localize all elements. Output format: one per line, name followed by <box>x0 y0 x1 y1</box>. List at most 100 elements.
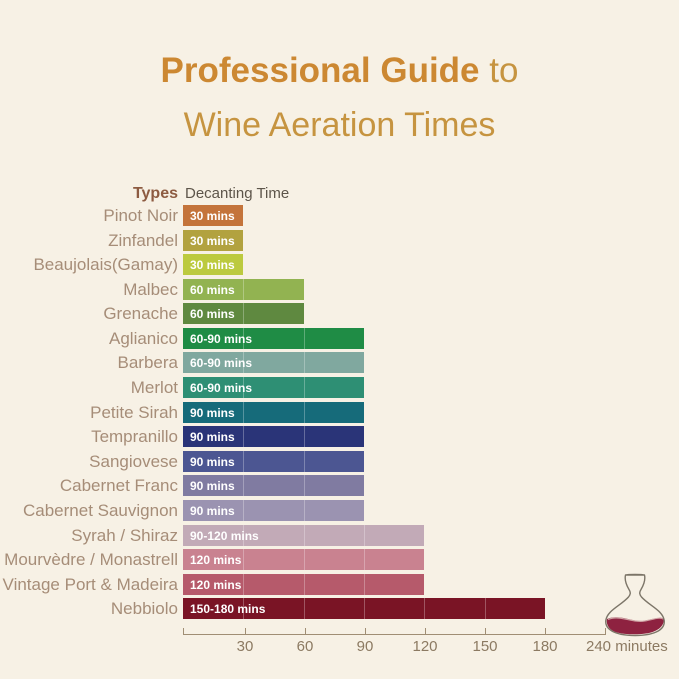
chart-row: Petite Sirah 90 mins <box>0 402 679 423</box>
chart-row: Tempranillo 90 mins <box>0 426 679 447</box>
bar-value-label: 90 mins <box>190 455 235 469</box>
bar-gridline <box>364 525 365 546</box>
wine-type-label: Sangiovese <box>89 452 178 471</box>
bar-gridline <box>304 352 305 373</box>
x-axis-tick <box>545 628 546 635</box>
bar-value-label: 120 mins <box>190 553 242 567</box>
chart-row: Zinfandel 30 mins <box>0 230 679 251</box>
decanter-wine-highlight <box>607 617 664 622</box>
wine-type-label: Cabernet Sauvignon <box>22 501 178 520</box>
decanting-time-bar: 90 mins <box>183 426 364 447</box>
bar-value-label: 30 mins <box>190 209 235 223</box>
bar-gridline <box>243 352 244 373</box>
chart-row: Grenache 60 mins <box>0 303 679 324</box>
x-axis-tick-label: 60 <box>296 638 314 655</box>
page-title-bold: Professional Guide <box>160 51 480 90</box>
x-axis-tick <box>183 628 184 635</box>
page-title-line1: Professional Guide to <box>0 44 679 98</box>
bar-gridline <box>304 525 305 546</box>
chart-row: Mourvèdre / Monastrell 120 mins <box>0 549 679 570</box>
bar-value-label: 60 mins <box>190 307 235 321</box>
bar-gridline <box>304 377 305 398</box>
decanting-time-bar: 30 mins <box>183 254 243 275</box>
bar-gridline <box>243 279 244 300</box>
wine-type-label: Pinot Noir <box>103 206 178 225</box>
chart-row: Malbec 60 mins <box>0 279 679 300</box>
bar-gridline <box>243 574 244 595</box>
x-axis-tick <box>605 628 606 635</box>
bar-gridline <box>243 475 244 496</box>
bar-gridline <box>243 377 244 398</box>
bar-gridline <box>243 598 244 619</box>
chart-row: Cabernet Sauvignon 90 mins <box>0 500 679 521</box>
decanting-time-bar: 120 mins <box>183 574 424 595</box>
bar-gridline <box>304 500 305 521</box>
wine-type-label: Vintage Port & Madeira <box>2 575 178 594</box>
bar-gridline <box>485 598 486 619</box>
x-axis-tick-label: 30 <box>236 638 254 655</box>
x-axis-line <box>183 634 606 635</box>
x-axis-tick <box>485 628 486 635</box>
bar-value-label: 60-90 mins <box>190 332 253 346</box>
bar-gridline <box>364 574 365 595</box>
x-axis-tick-label: 180 <box>532 638 558 655</box>
decanting-time-column-header: Decanting Time <box>185 185 290 202</box>
decanting-time-bar: 30 mins <box>183 205 243 226</box>
x-axis-tick <box>245 628 246 635</box>
bar-value-label: 60-90 mins <box>190 356 253 370</box>
decanting-time-bar: 90-120 mins <box>183 525 424 546</box>
bar-value-label: 90-120 mins <box>190 529 259 543</box>
bar-gridline <box>304 549 305 570</box>
chart-row: Beaujolais(Gamay) 30 mins <box>0 254 679 275</box>
bar-gridline <box>243 328 244 349</box>
bar-gridline <box>304 451 305 472</box>
decanting-time-bar: 60 mins <box>183 303 304 324</box>
bar-gridline <box>424 598 425 619</box>
wine-type-label: Malbec <box>123 280 178 299</box>
bar-gridline <box>243 451 244 472</box>
page-title-line2: Wine Aeration Times <box>183 106 496 144</box>
bar-gridline <box>304 402 305 423</box>
bar-gridline <box>304 574 305 595</box>
x-axis-end-label: 240 minutes <box>586 638 668 655</box>
bar-gridline <box>364 549 365 570</box>
decanting-time-bar: 150-180 mins <box>183 598 545 619</box>
x-axis-tick <box>425 628 426 635</box>
wine-type-label: Syrah / Shiraz <box>71 526 178 545</box>
wine-decanter-icon <box>605 573 665 637</box>
bar-gridline <box>243 426 244 447</box>
wine-type-label: Tempranillo <box>91 427 178 446</box>
decanting-time-bar: 120 mins <box>183 549 424 570</box>
x-axis-tick-label: 90 <box>356 638 374 655</box>
bar-value-label: 60 mins <box>190 283 235 297</box>
decanter-wine <box>606 617 664 635</box>
bar-value-label: 60-90 mins <box>190 381 253 395</box>
bar-gridline <box>243 500 244 521</box>
bar-value-label: 150-180 mins <box>190 602 266 616</box>
bar-gridline <box>243 525 244 546</box>
bar-value-label: 90 mins <box>190 406 235 420</box>
x-axis-tick <box>305 628 306 635</box>
wine-type-label: Petite Sirah <box>90 403 178 422</box>
bar-value-label: 90 mins <box>190 504 235 518</box>
chart-row: Vintage Port & Madeira 120 mins <box>0 574 679 595</box>
bar-value-label: 30 mins <box>190 258 235 272</box>
wine-type-label: Zinfandel <box>108 231 178 250</box>
decanter-outline <box>605 573 665 637</box>
decanting-time-bar: 60-90 mins <box>183 328 364 349</box>
wine-type-label: Barbera <box>117 353 178 372</box>
bar-gridline <box>304 426 305 447</box>
decanting-time-bar: 90 mins <box>183 402 364 423</box>
decanting-time-bar: 90 mins <box>183 451 364 472</box>
bar-value-label: 120 mins <box>190 578 242 592</box>
chart-row: Merlot 60-90 mins <box>0 377 679 398</box>
chart-row: Barbera 60-90 mins <box>0 352 679 373</box>
chart-row: Cabernet Franc 90 mins <box>0 475 679 496</box>
bar-value-label: 90 mins <box>190 479 235 493</box>
bar-gridline <box>243 549 244 570</box>
bar-gridline <box>304 475 305 496</box>
bar-gridline <box>304 598 305 619</box>
bar-gridline <box>364 598 365 619</box>
bar-gridline <box>243 402 244 423</box>
